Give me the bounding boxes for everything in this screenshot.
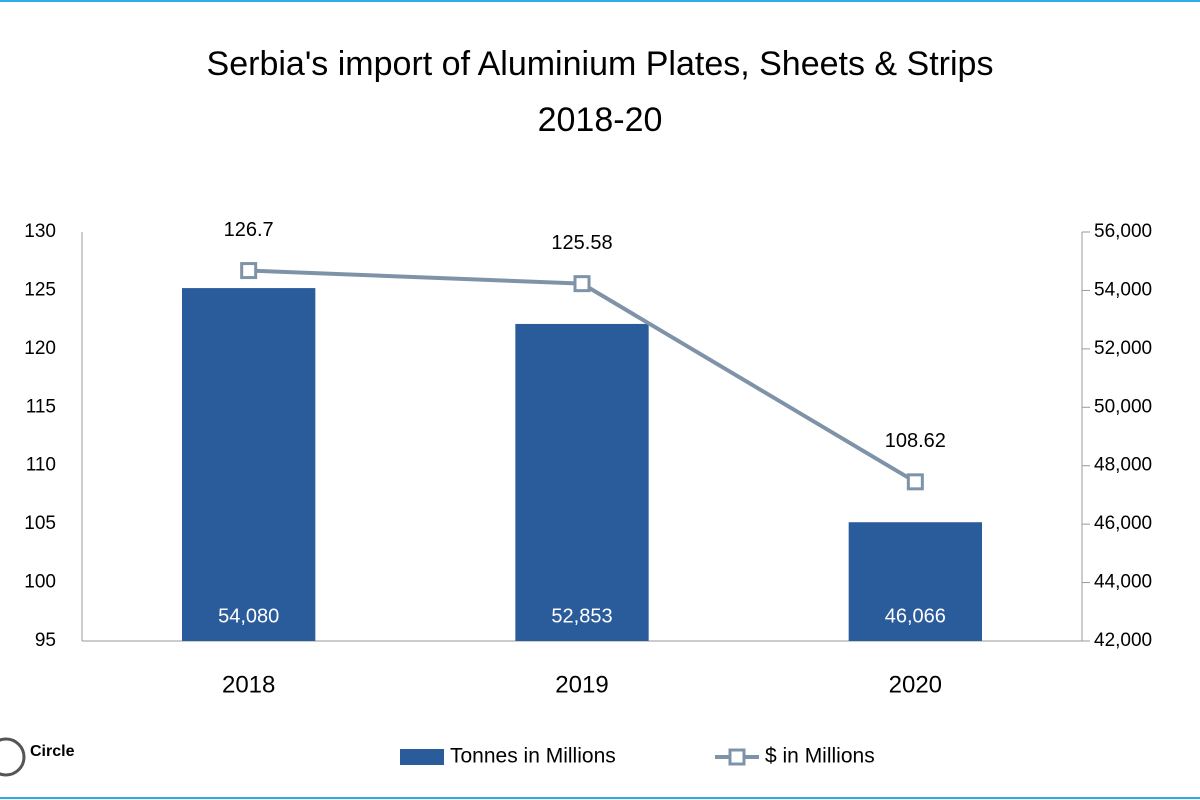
y-tick-label: 115: [26, 396, 56, 417]
y-tick-label: 110: [26, 455, 56, 476]
y2-tick-label: 56,000: [1094, 221, 1152, 242]
line-marker: [906, 473, 924, 491]
y2-tick-label: 46,000: [1094, 513, 1152, 534]
logo: Circle: [30, 743, 75, 760]
y2-tick-label: 52,000: [1094, 338, 1152, 359]
line-marker: [573, 275, 591, 293]
y-tick-label: 125: [24, 279, 56, 300]
y2-tick-label: 42,000: [1094, 630, 1152, 651]
line-value-label: 125.58: [551, 232, 612, 254]
bar-value-label: 54,080: [218, 605, 279, 627]
line-value-label: 126.7: [224, 219, 274, 241]
bar: [848, 522, 982, 641]
legend-label: Tonnes in Millions: [450, 745, 616, 768]
y2-tick-label: 54,000: [1094, 279, 1152, 300]
y-tick-label: 120: [24, 338, 56, 359]
legend-swatch: [728, 748, 746, 766]
y2-tick-label: 48,000: [1094, 455, 1152, 476]
bar-value-label: 46,066: [885, 605, 946, 627]
y-tick-label: 95: [35, 630, 56, 651]
chart-title: Serbia's import of Aluminium Plates, She…: [207, 45, 994, 83]
bar-value-label: 52,853: [551, 605, 612, 627]
logo-icon: [0, 737, 26, 777]
legend-swatch: [400, 749, 444, 765]
chart-title: 2018-20: [538, 101, 663, 139]
line-value-label: 108.62: [885, 430, 946, 452]
y-tick-label: 105: [24, 513, 56, 534]
x-tick-label: 2018: [222, 671, 275, 698]
y2-tick-label: 50,000: [1094, 396, 1152, 417]
line-marker: [240, 262, 258, 280]
x-tick-label: 2020: [889, 671, 942, 698]
y2-tick-label: 44,000: [1094, 572, 1152, 593]
y-tick-label: 130: [24, 221, 56, 242]
bar: [515, 323, 649, 641]
x-tick-label: 2019: [555, 671, 608, 698]
y-tick-label: 100: [24, 572, 56, 593]
bar: [182, 288, 316, 641]
legend-label: $ in Millions: [765, 745, 875, 768]
